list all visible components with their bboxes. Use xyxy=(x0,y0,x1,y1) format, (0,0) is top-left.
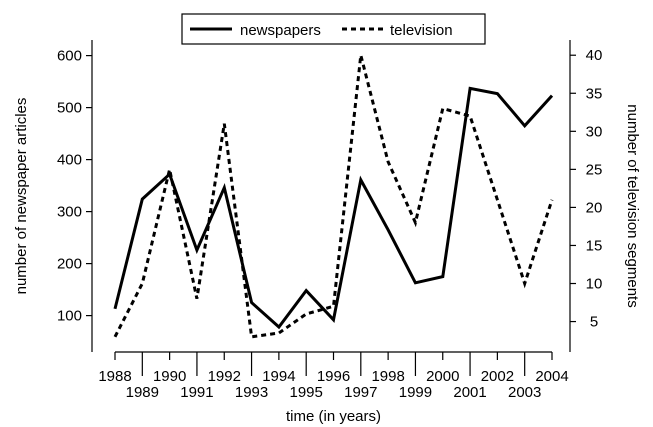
x-tick-label: 1992 xyxy=(208,368,241,385)
legend-label-television: television xyxy=(390,22,453,39)
right-y-tick-label: 10 xyxy=(586,276,603,293)
x-tick-label: 2002 xyxy=(481,368,514,385)
x-tick-label: 1990 xyxy=(153,368,186,385)
right-y-tick-label: 20 xyxy=(586,199,603,216)
x-tick-label: 2001 xyxy=(453,384,486,401)
x-tick-label: 1988 xyxy=(98,368,131,385)
x-tick-label: 1999 xyxy=(399,384,432,401)
legend-box xyxy=(181,13,486,45)
x-tick-label: 2003 xyxy=(508,384,541,401)
right-y-tick-label: 15 xyxy=(586,237,603,254)
x-tick-label: 1998 xyxy=(371,368,404,385)
axes: 100 200 300 400 500 600 5 10 15 20 25 30 35 40 1988198… xyxy=(13,40,641,425)
left-y-tick-label: 600 xyxy=(57,48,82,65)
right-y-tick-label: 25 xyxy=(586,161,603,178)
left-y-tick-label: 400 xyxy=(57,152,82,169)
right-y-tick-label: 5 xyxy=(590,314,598,331)
series-lines xyxy=(113,54,554,339)
right-y-tick-label: 30 xyxy=(586,123,603,140)
series-line-television xyxy=(113,54,554,339)
left-y-axis-title: number of newspaper articles xyxy=(13,98,30,295)
x-tick-label: 1994 xyxy=(262,368,295,385)
left-y-tick-label: 300 xyxy=(57,204,82,221)
right-y-axis-title: number of television segments xyxy=(624,104,641,307)
legend: newspapers television xyxy=(181,13,486,45)
x-tick-label: 1997 xyxy=(344,384,377,401)
legend-label-newspapers: newspapers xyxy=(240,22,321,39)
x-tick-label: 1989 xyxy=(126,384,159,401)
left-y-tick-label: 500 xyxy=(57,100,82,117)
series-line-newspapers xyxy=(113,86,554,330)
x-tick-label: 1996 xyxy=(317,368,350,385)
x-tick-label: 2000 xyxy=(426,368,459,385)
x-tick-label: 2004 xyxy=(535,368,568,385)
right-y-tick-label: 35 xyxy=(586,85,603,102)
x-tick-label: 1995 xyxy=(290,384,323,401)
x-tick-label: 1993 xyxy=(235,384,268,401)
x-tick-label: 1991 xyxy=(180,384,213,401)
x-axis-title: time (in years) xyxy=(286,408,381,425)
left-y-tick-label: 200 xyxy=(57,256,82,273)
right-y-tick-label: 40 xyxy=(586,47,603,64)
left-y-tick-label: 100 xyxy=(57,308,82,325)
